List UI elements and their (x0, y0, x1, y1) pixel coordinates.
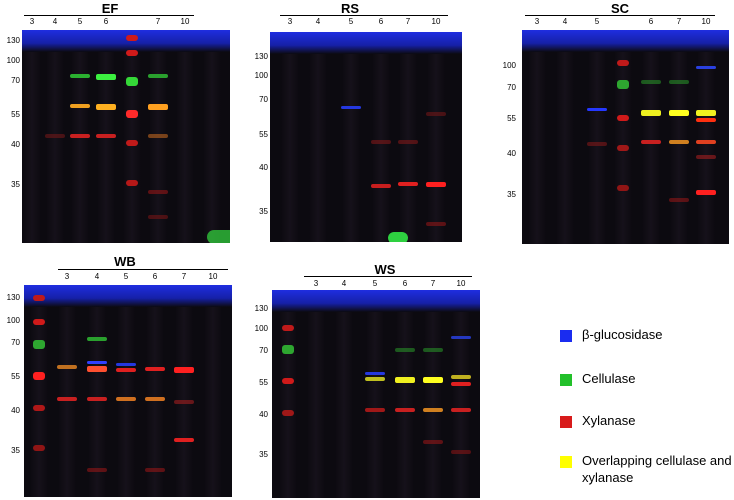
mw-marker: 40 (11, 140, 20, 149)
panel-title: SC (610, 1, 630, 16)
gel-image (270, 32, 462, 242)
mw-marker: 130 (6, 293, 20, 302)
lane-label: 5 (372, 279, 378, 288)
mw-marker: 70 (259, 95, 268, 104)
lane-label: 10 (456, 279, 466, 288)
legend-swatch (560, 330, 572, 342)
lane-label: 3 (534, 17, 540, 26)
mw-marker: 40 (259, 163, 268, 172)
lane-label: 5 (77, 17, 83, 26)
mw-marker: 100 (502, 61, 516, 70)
mw-marker: 35 (259, 207, 268, 216)
legend-label: Cellulase (582, 371, 636, 386)
lane-label: 7 (181, 272, 187, 281)
mw-marker: 55 (507, 114, 516, 123)
lane-label: 6 (103, 17, 109, 26)
gel-image (272, 290, 480, 498)
legend-label: Overlapping cellulase and xylanase (582, 453, 732, 485)
lane-label: 3 (287, 17, 293, 26)
mw-marker: 40 (259, 410, 268, 419)
mw-marker: 130 (254, 52, 268, 61)
mw-marker: 130 (254, 304, 268, 313)
mw-marker: 35 (11, 180, 20, 189)
mw-marker: 55 (259, 378, 268, 387)
mw-marker: 35 (259, 450, 268, 459)
mw-marker: 55 (11, 110, 20, 119)
mw-marker: 100 (6, 56, 20, 65)
lane-label: 6 (378, 17, 384, 26)
gel-image (522, 30, 729, 244)
mw-marker: 40 (11, 406, 20, 415)
title-rule (24, 15, 194, 16)
lane-label: 4 (52, 17, 58, 26)
mw-marker: 100 (6, 316, 20, 325)
legend-label: β-glucosidase (582, 327, 663, 342)
mw-marker: 35 (11, 446, 20, 455)
lane-label: 5 (123, 272, 129, 281)
lane-label: 3 (64, 272, 70, 281)
title-rule (280, 15, 448, 16)
panel-title: RS (340, 1, 360, 16)
legend-swatch (560, 374, 572, 386)
mw-marker: 70 (11, 76, 20, 85)
panel-title: WS (374, 262, 396, 277)
lane-label: 7 (430, 279, 436, 288)
legend-swatch (560, 416, 572, 428)
lane-label: 4 (341, 279, 347, 288)
lane-label: 6 (152, 272, 158, 281)
mw-marker: 70 (259, 346, 268, 355)
mw-marker: 100 (254, 324, 268, 333)
lane-label: 7 (676, 17, 682, 26)
lane-label: 6 (402, 279, 408, 288)
lane-label: 10 (431, 17, 441, 26)
mw-marker: 35 (507, 190, 516, 199)
mw-marker: 40 (507, 149, 516, 158)
lane-label: 6 (648, 17, 654, 26)
mw-marker: 55 (259, 130, 268, 139)
lane-label: 10 (208, 272, 218, 281)
legend-label: Xylanase (582, 413, 636, 428)
legend-swatch (560, 456, 572, 468)
lane-label: 4 (315, 17, 321, 26)
lane-label: 3 (313, 279, 319, 288)
title-rule (58, 269, 228, 270)
lane-label: 5 (348, 17, 354, 26)
mw-marker: 70 (507, 83, 516, 92)
gel-image (22, 30, 230, 243)
mw-marker: 130 (6, 36, 20, 45)
title-rule (525, 15, 715, 16)
lane-label: 10 (180, 17, 190, 26)
mw-marker: 70 (11, 338, 20, 347)
mw-marker: 100 (254, 71, 268, 80)
lane-label: 7 (405, 17, 411, 26)
lane-label: 3 (29, 17, 35, 26)
gel-image (24, 285, 232, 497)
panel-title: WB (114, 254, 136, 269)
mw-marker: 55 (11, 372, 20, 381)
panel-title: EF (101, 1, 119, 16)
title-rule (304, 276, 472, 277)
lane-label: 4 (94, 272, 100, 281)
lane-label: 5 (594, 17, 600, 26)
lane-label: 7 (155, 17, 161, 26)
lane-label: 10 (701, 17, 711, 26)
lane-label: 4 (562, 17, 568, 26)
